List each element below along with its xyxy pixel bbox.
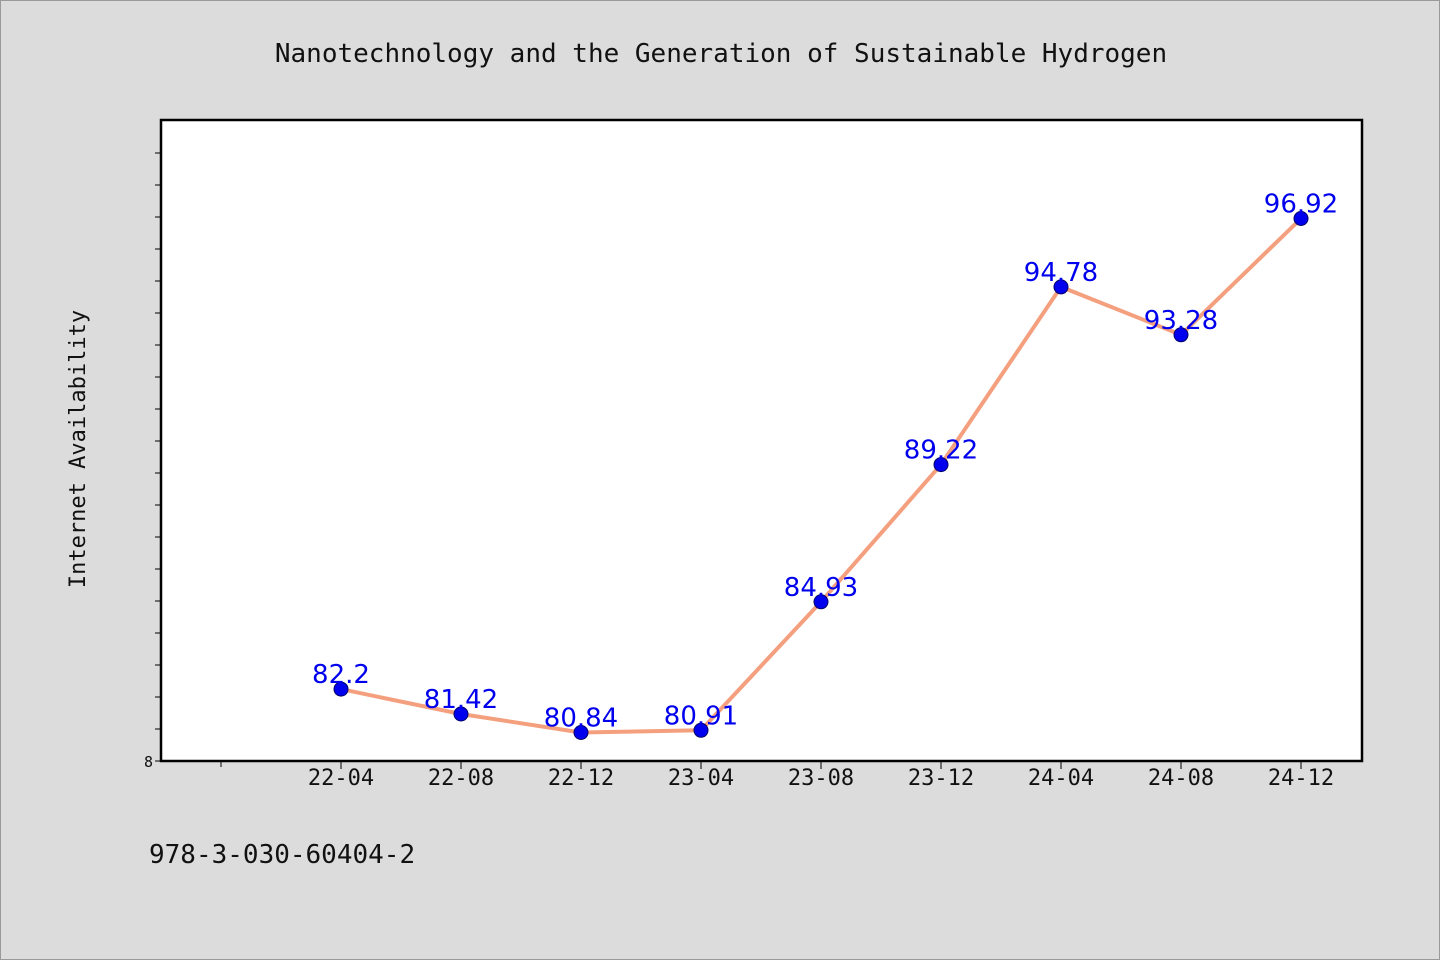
x-tick-label: 22-12 [548,766,614,791]
data-labels: 82.2 81.42 80.84 80.91 84.93 89.22 94.78 93.28 9… [312,190,1338,734]
data-label: 96.92 [1264,190,1338,220]
data-label: 84.93 [784,573,858,603]
data-label: 89.22 [904,436,978,466]
data-label: 80.84 [544,704,618,734]
x-tick-label: 22-04 [308,766,374,791]
x-tick-label: 22-08 [428,766,494,791]
isbn-text: 978-3-030-60404-2 [149,840,415,870]
x-tick-label: 24-12 [1268,766,1334,791]
data-point [453,706,469,722]
y-axis-label: Internet Availability [66,310,91,588]
x-tick-label: 23-12 [908,766,974,791]
x-tick-label: 23-04 [668,766,734,791]
data-point [1053,279,1069,295]
data-markers [333,211,1309,740]
y-axis-ticks [155,152,161,762]
x-tick-label: 24-08 [1148,766,1214,791]
plot-area [159,118,1364,763]
data-point [573,725,589,740]
data-point [693,722,709,738]
data-point [1293,211,1309,226]
x-tick-label: 24-04 [1028,766,1094,791]
data-point [333,681,349,697]
data-label: 82.2 [312,660,370,690]
data-label: 81.42 [424,685,498,715]
chart-title: Nanotechnology and the Generation of Sus… [275,39,1167,69]
y-tick-label: 8 [144,753,153,771]
x-tick-label: 23-08 [788,766,854,791]
data-point [933,457,949,473]
data-point [813,594,829,610]
data-label: 80.91 [664,701,738,731]
data-label: 94.78 [1024,258,1098,288]
x-axis-ticks [220,761,1302,769]
data-label: 93.28 [1144,306,1218,336]
data-point [1173,327,1189,343]
x-axis-tick-labels: 22-04 22-08 22-12 23-04 23-08 23-12 24-04 24-08… [308,766,1334,791]
